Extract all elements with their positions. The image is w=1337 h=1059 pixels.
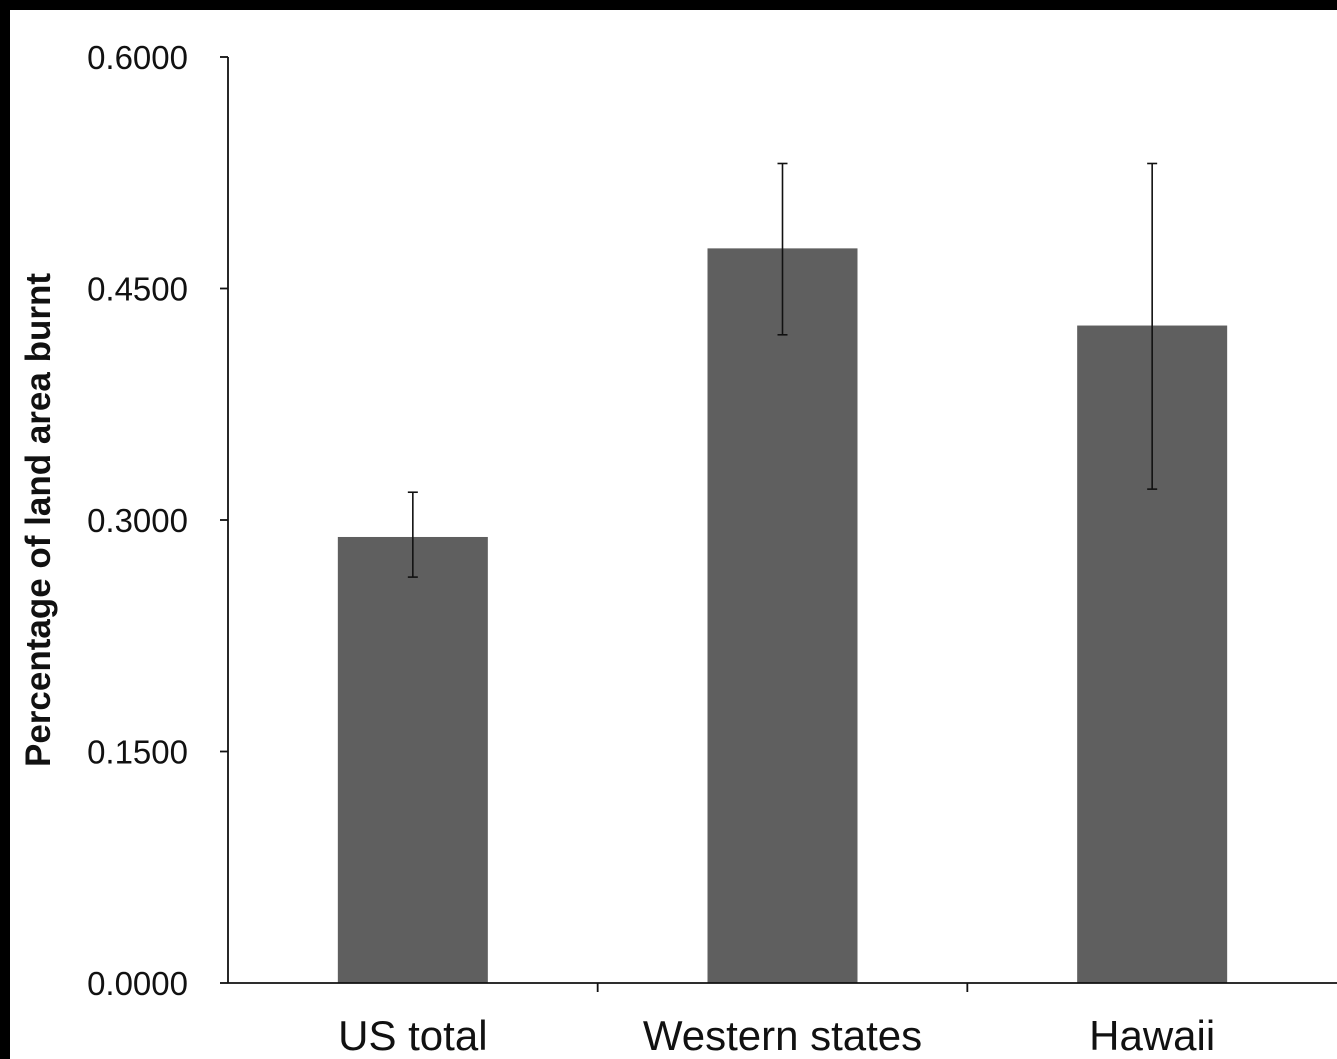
y-tick-label-4: 0.6000 — [87, 39, 188, 76]
x-category-label-2: Hawaii — [1089, 1012, 1215, 1059]
bars-group — [337, 248, 1228, 983]
x-category-label-0: US total — [338, 1012, 487, 1059]
labels-group: 0.0000 0.1500 0.3000 0.4500 0.6000 US total We… — [19, 39, 1215, 1059]
axes-group — [220, 56, 1337, 992]
bar-0 — [337, 536, 488, 983]
y-axis-title: Percentage of land area burnt — [19, 273, 58, 767]
y-tick-label-0: 0.0000 — [87, 965, 188, 1002]
bar-1 — [707, 248, 858, 983]
x-category-label-1: Western states — [643, 1012, 922, 1059]
y-tick-label-2: 0.3000 — [87, 502, 188, 539]
y-tick-label-3: 0.4500 — [87, 271, 188, 308]
y-tick-label-1: 0.1500 — [87, 734, 188, 771]
error-bars-group — [407, 162, 1158, 578]
